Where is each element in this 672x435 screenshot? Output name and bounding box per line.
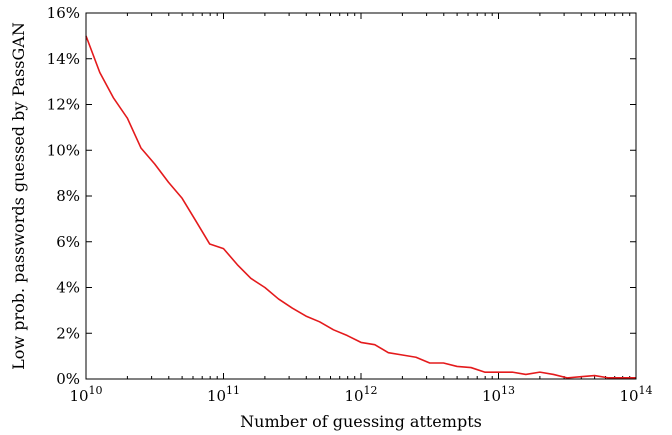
- series-line: [85, 35, 636, 379]
- y-tick-label: 6%: [56, 233, 80, 251]
- x-tick-base: 10: [207, 387, 226, 405]
- y-tick-label: 14%: [47, 50, 80, 68]
- y-tick-label: 10%: [47, 141, 80, 159]
- x-tick-base: 10: [344, 387, 363, 405]
- x-tick-exponent: 14: [639, 384, 653, 397]
- x-tick-exponent: 11: [226, 384, 240, 397]
- x-tick-exponent: 12: [364, 384, 378, 397]
- y-axis: 0% 2% 4% 6% 8% 10% 12% 14% 16%: [47, 4, 636, 388]
- x-tick-base: 10: [619, 387, 638, 405]
- y-tick-label: 16%: [47, 4, 80, 22]
- y-tick-label: 2%: [56, 324, 80, 342]
- x-tick-base: 10: [69, 387, 88, 405]
- x-tick-label: 1011: [207, 384, 240, 405]
- plot-frame: [85, 12, 637, 380]
- y-axis-label: Low prob. passwords guessed by PassGAN: [9, 22, 28, 370]
- y-tick-label: 4%: [56, 279, 80, 297]
- y-tick-label: 8%: [56, 187, 80, 205]
- x-tick-exponent: 10: [89, 384, 103, 397]
- x-tick-base: 10: [482, 387, 501, 405]
- x-axis-label: Number of guessing attempts: [240, 412, 482, 431]
- x-axis: 1010 1011 1012 1013 1014: [69, 13, 653, 405]
- x-tick-label: 1014: [619, 384, 652, 405]
- x-tick-label: 1012: [344, 384, 377, 405]
- x-tick-exponent: 13: [501, 384, 515, 397]
- x-tick-label: 1010: [69, 384, 102, 405]
- y-tick-label: 0%: [56, 370, 80, 388]
- x-tick-label: 1013: [482, 384, 515, 405]
- y-tick-label: 12%: [47, 96, 80, 114]
